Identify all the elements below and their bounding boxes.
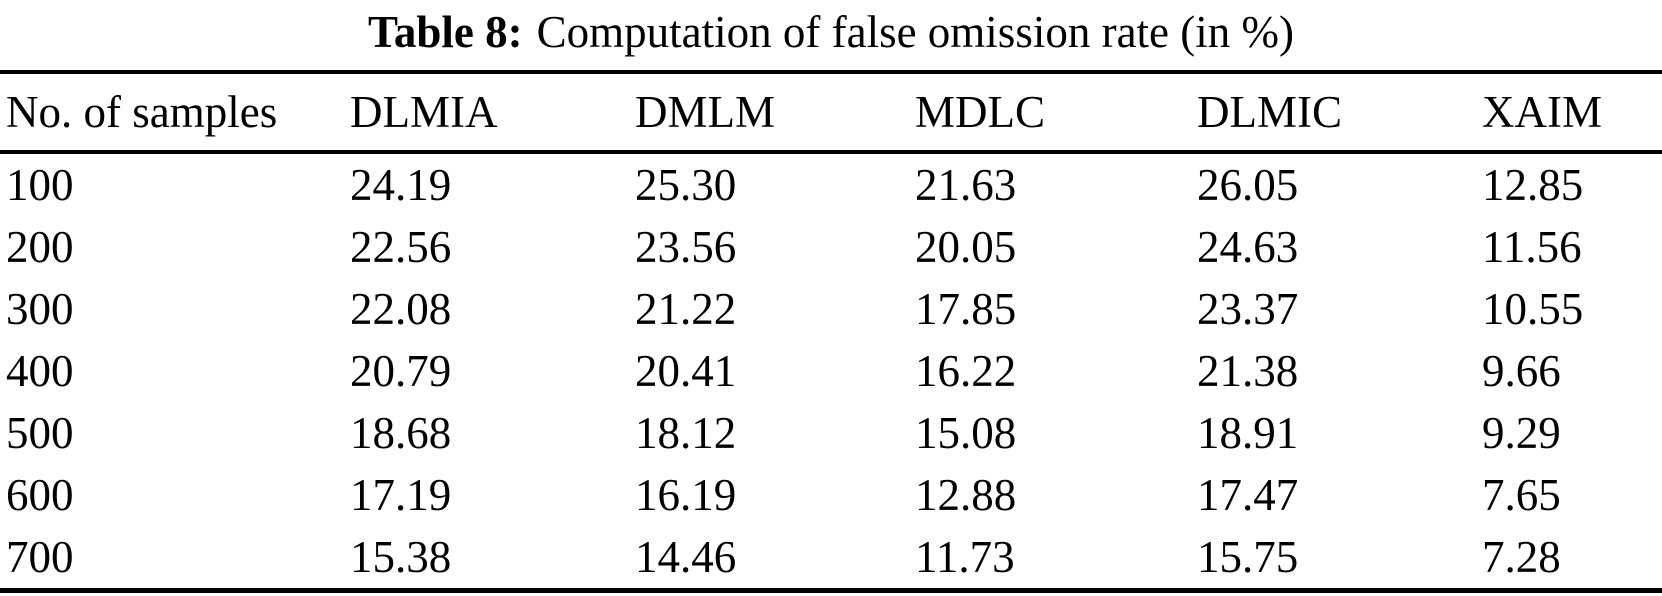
value-cell: 7.28 (1482, 532, 1561, 582)
value-cell: 7.65 (1482, 470, 1561, 520)
value-cell: 12.85 (1482, 160, 1584, 210)
column-header-dmlm: DMLM (635, 72, 915, 154)
value-cell: 17.47 (1197, 470, 1299, 520)
value-cell: 20.79 (350, 346, 452, 396)
row-label: 400 (6, 346, 74, 396)
table-row: 500 18.68 18.12 15.08 18.91 9.29 (0, 402, 1662, 464)
row-label: 500 (6, 408, 74, 458)
table-row: 300 22.08 21.22 17.85 23.37 10.55 (0, 278, 1662, 340)
value-cell: 10.55 (1482, 284, 1584, 334)
table-row: 100 24.19 25.30 21.63 26.05 12.85 (0, 152, 1662, 216)
value-cell: 9.66 (1482, 346, 1561, 396)
value-cell: 22.56 (350, 222, 452, 272)
column-header-dlmic: DLMIC (1197, 72, 1482, 154)
value-cell: 11.56 (1482, 222, 1582, 272)
value-cell: 15.38 (350, 532, 452, 582)
table-row: 400 20.79 20.41 16.22 21.38 9.66 (0, 340, 1662, 402)
value-cell: 9.29 (1482, 408, 1561, 458)
value-cell: 23.37 (1197, 284, 1299, 334)
value-cell: 21.22 (635, 284, 737, 334)
table-caption: Table 8: Computation of false omission ra… (0, 0, 1662, 70)
value-cell: 18.91 (1197, 408, 1299, 458)
row-label: 700 (6, 532, 74, 582)
value-cell: 15.75 (1197, 532, 1299, 582)
row-label: 300 (6, 284, 74, 334)
value-cell: 26.05 (1197, 160, 1299, 210)
table-row: 600 17.19 16.19 12.88 17.47 7.65 (0, 464, 1662, 526)
value-cell: 14.46 (635, 532, 737, 582)
value-cell: 24.19 (350, 160, 452, 210)
value-cell: 18.12 (635, 408, 737, 458)
value-cell: 16.22 (915, 346, 1017, 396)
column-header-samples: No. of samples (0, 72, 350, 154)
value-cell: 21.38 (1197, 346, 1299, 396)
value-cell: 12.88 (915, 470, 1017, 520)
value-cell: 17.85 (915, 284, 1017, 334)
table-row: 200 22.56 23.56 20.05 24.63 11.56 (0, 216, 1662, 278)
value-cell: 20.05 (915, 222, 1017, 272)
header-row: No. of samples DLMIA DMLM MDLC DLMIC XAI… (0, 72, 1662, 154)
column-header-dlmia: DLMIA (350, 72, 635, 154)
row-label: 600 (6, 470, 74, 520)
value-cell: 22.08 (350, 284, 452, 334)
table-row: 700 15.38 14.46 11.73 15.75 7.28 (0, 526, 1662, 591)
row-label: 100 (6, 160, 74, 210)
column-header-mdlc: MDLC (915, 72, 1197, 154)
value-cell: 18.68 (350, 408, 452, 458)
value-cell: 15.08 (915, 408, 1017, 458)
value-cell: 11.73 (915, 532, 1015, 582)
value-cell: 17.19 (350, 470, 452, 520)
column-header-xaim: XAIM (1482, 72, 1662, 154)
value-cell: 16.19 (635, 470, 737, 520)
value-cell: 24.63 (1197, 222, 1299, 272)
value-cell: 25.30 (635, 160, 737, 210)
caption-label: Table 8: (368, 7, 523, 57)
value-cell: 23.56 (635, 222, 737, 272)
caption-text: Computation of false omission rate (in %… (536, 7, 1294, 57)
value-cell: 21.63 (915, 160, 1017, 210)
false-omission-rate-table: No. of samples DLMIA DMLM MDLC DLMIC XAI… (0, 70, 1662, 593)
row-label: 200 (6, 222, 74, 272)
value-cell: 20.41 (635, 346, 737, 396)
